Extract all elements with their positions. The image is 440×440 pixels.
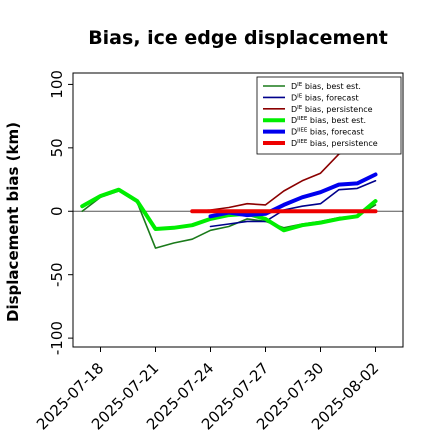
series-line-4 xyxy=(80,187,378,233)
legend-label: DIE bias, forecast xyxy=(291,93,359,102)
y-tick-label: -100 xyxy=(48,321,66,355)
series-line-3 xyxy=(191,144,359,213)
series-line-5 xyxy=(208,172,378,219)
plot-frame xyxy=(72,72,404,348)
series-group xyxy=(80,144,378,249)
legend-label: DIE bias, best est. xyxy=(291,82,361,91)
chart-title: Bias, ice edge displacement xyxy=(88,27,388,49)
y-tick-label: -50 xyxy=(48,262,66,287)
y-axis-label: Displacement bias (km) xyxy=(4,122,22,322)
legend: DIE bias, best est. DIE bias, forecast DIE… xyxy=(256,76,402,155)
legend-label: DIE bias, persistence xyxy=(291,105,373,114)
y-tick-label: 50 xyxy=(48,138,66,157)
legend-label: DIIEE bias, best est. xyxy=(291,116,366,125)
series-line-2 xyxy=(209,180,377,228)
y-tick-label: 0 xyxy=(48,206,66,216)
legend-label: DIIEE bias, forecast xyxy=(291,128,364,137)
y-tick-label: 100 xyxy=(48,70,66,99)
legend-label: DIIEE bias, persistence xyxy=(291,139,378,148)
